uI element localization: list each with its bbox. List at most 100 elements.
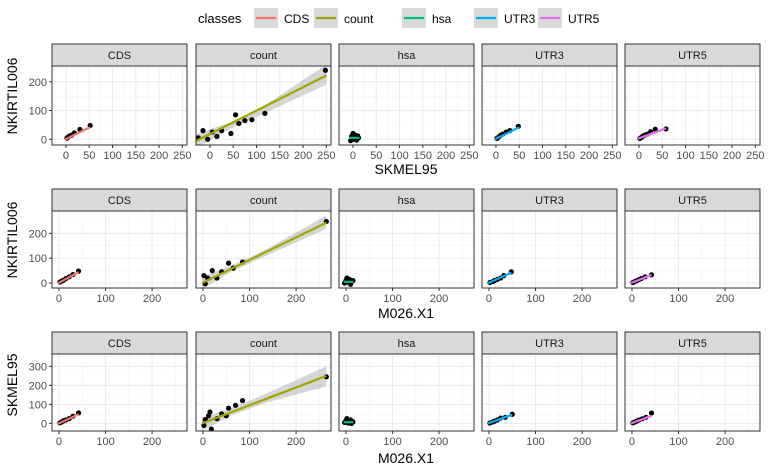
legend-title: classes bbox=[198, 11, 242, 26]
x-tick-label: 200 bbox=[716, 436, 734, 448]
x-tick-label: 50 bbox=[83, 150, 95, 162]
x-tick-label: 100 bbox=[526, 436, 544, 448]
panel-utr5: UTR5 0 50 100 150 200 250 bbox=[624, 43, 765, 162]
fit-line-cds bbox=[57, 413, 79, 425]
strip-label: UTR3 bbox=[535, 50, 564, 62]
panel-hsa: hsa 0 50 100 150 200 250 bbox=[338, 43, 479, 162]
x-tick-label: 100 bbox=[533, 150, 551, 162]
data-point bbox=[205, 136, 211, 142]
y-axis-title: NKIRTIL006 bbox=[4, 201, 20, 278]
x-tick-label: 0 bbox=[343, 293, 349, 305]
facet-row-1: CDS 0 50 100 150 200 250 0 100 200 count 0 50 100 150 2… bbox=[4, 43, 765, 177]
strip-label: count bbox=[250, 195, 277, 207]
panel-cds: CDS 0 100 200 0 100 200 bbox=[29, 188, 188, 305]
x-tick-label: 100 bbox=[247, 150, 265, 162]
strip-label: hsa bbox=[398, 50, 417, 62]
data-point bbox=[214, 133, 220, 139]
data-point bbox=[648, 410, 655, 416]
data-point bbox=[209, 268, 215, 274]
fit-line-utr3 bbox=[494, 126, 520, 141]
y-tick-label: 100 bbox=[29, 106, 47, 118]
x-tick-label: 100 bbox=[103, 150, 121, 162]
x-tick-label: 0 bbox=[200, 436, 206, 448]
x-tick-label: 50 bbox=[227, 150, 239, 162]
panel-hsa: hsa 0 100 200 bbox=[338, 188, 475, 305]
x-tick-label: 0 bbox=[629, 293, 635, 305]
strip-label: UTR3 bbox=[535, 338, 564, 350]
x-tick-label: 50 bbox=[513, 150, 525, 162]
legend-item-utr3: UTR3 bbox=[474, 8, 536, 28]
panel-content bbox=[196, 211, 331, 288]
y-tick-label: 0 bbox=[41, 134, 47, 146]
panel-content bbox=[339, 66, 474, 145]
data-point bbox=[225, 405, 232, 411]
data-point bbox=[242, 117, 248, 124]
x-tick-label: 0 bbox=[350, 150, 356, 162]
legend-label: hsa bbox=[432, 12, 452, 26]
panel-border bbox=[338, 65, 475, 146]
x-tick-label: 250 bbox=[317, 150, 335, 162]
strip-label: count bbox=[250, 50, 277, 62]
panel-border bbox=[51, 210, 188, 289]
facet-row-3: CDS 0 100 200 0 100 200 300 count 0 100 200 hsa 0 100 2… bbox=[4, 331, 761, 466]
x-tick-label: 250 bbox=[173, 150, 191, 162]
panel-count: count 0 100 200 bbox=[195, 188, 332, 305]
x-tick-label: 100 bbox=[383, 436, 401, 448]
y-tick-label: 300 bbox=[29, 361, 47, 373]
legend-label: count bbox=[344, 12, 374, 26]
x-tick-label: 100 bbox=[240, 436, 258, 448]
fit-line-utr3 bbox=[487, 271, 512, 285]
legend-label: UTR5 bbox=[568, 12, 600, 26]
panel-cds: CDS 0 100 200 0 100 200 300 bbox=[29, 331, 188, 448]
x-tick-label: 200 bbox=[437, 150, 455, 162]
x-tick-label: 150 bbox=[127, 150, 145, 162]
strip-label: CDS bbox=[108, 338, 131, 350]
panel-utr3: UTR3 0 100 200 bbox=[481, 331, 618, 448]
x-tick-label: 0 bbox=[63, 150, 69, 162]
panel-content bbox=[52, 354, 187, 431]
x-tick-label: 200 bbox=[716, 293, 734, 305]
panel-content bbox=[196, 354, 331, 431]
legend-item-cds: CDS bbox=[254, 8, 309, 28]
strip-label: CDS bbox=[108, 50, 131, 62]
x-tick-label: 0 bbox=[486, 436, 492, 448]
data-point bbox=[322, 67, 329, 73]
x-tick-label: 250 bbox=[603, 150, 621, 162]
strip-label: count bbox=[250, 338, 277, 350]
panel-border bbox=[481, 353, 618, 432]
panel-utr5: UTR5 0 100 200 bbox=[624, 331, 761, 448]
panel-border bbox=[481, 210, 618, 289]
x-tick-label: 50 bbox=[370, 150, 382, 162]
x-tick-label: 200 bbox=[573, 436, 591, 448]
x-tick-label: 0 bbox=[343, 436, 349, 448]
panel-content bbox=[339, 354, 474, 431]
data-point bbox=[208, 426, 214, 431]
legend-item-count: count bbox=[314, 8, 374, 28]
panel-content bbox=[482, 66, 617, 145]
y-tick-label: 100 bbox=[29, 253, 47, 265]
panel-content bbox=[482, 354, 617, 431]
panel-content bbox=[339, 211, 474, 288]
x-tick-label: 200 bbox=[287, 436, 305, 448]
legend: classes CDS count hsa UTR3 UTR5 bbox=[198, 8, 600, 28]
fit-line-count bbox=[196, 74, 327, 142]
panel-utr3: UTR3 0 50 100 150 200 250 bbox=[481, 43, 622, 162]
x-tick-label: 200 bbox=[287, 293, 305, 305]
data-point bbox=[652, 126, 658, 132]
panel-content bbox=[52, 211, 187, 288]
panel-border bbox=[195, 65, 332, 146]
panel-border bbox=[51, 353, 188, 432]
x-tick-label: 150 bbox=[557, 150, 575, 162]
data-point bbox=[232, 402, 239, 408]
x-tick-label: 0 bbox=[56, 436, 62, 448]
panel-background bbox=[625, 211, 760, 288]
x-tick-label: 200 bbox=[580, 150, 598, 162]
panel-border bbox=[481, 65, 618, 146]
legend-label: CDS bbox=[284, 12, 309, 26]
x-tick-label: 0 bbox=[207, 150, 213, 162]
x-tick-label: 0 bbox=[486, 293, 492, 305]
data-point bbox=[262, 110, 268, 116]
panel-border bbox=[338, 353, 475, 432]
panel-content bbox=[52, 66, 187, 145]
